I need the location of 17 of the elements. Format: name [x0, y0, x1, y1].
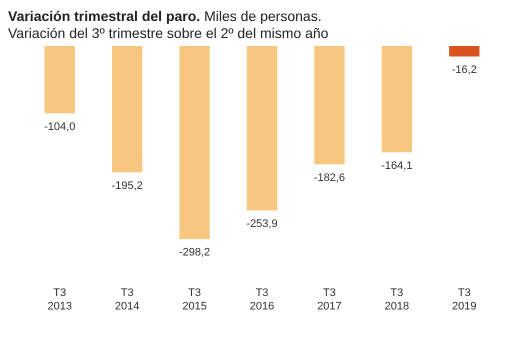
text: Variación del 3º trimestre sobre el 2º del mismo año	[8, 25, 330, 42]
x-tick-label: T3 2018	[384, 287, 410, 312]
x-tick-label: T3 2017	[317, 287, 342, 312]
data-label: -253,9	[246, 218, 278, 230]
chart-subtitle: Miles de personas.	[204, 8, 322, 24]
data-label: -16,2	[452, 64, 477, 76]
data-label: -182,6	[314, 172, 346, 184]
x-tick-label: T3 2014	[114, 287, 140, 312]
data-label: -298,2	[178, 246, 210, 259]
x-tick-label: T3 2019	[452, 287, 477, 312]
data-label: -195,2	[112, 180, 143, 192]
data-label: -164,1	[381, 160, 412, 172]
x-tick-label: T3 2013	[47, 287, 72, 312]
x-tick-label: T3 2016	[250, 287, 274, 312]
x-tick-label: T3 2015	[182, 287, 207, 312]
chart-title: Variación trimestral del paro.	[8, 8, 200, 24]
data-label: -104,0	[44, 120, 76, 133]
